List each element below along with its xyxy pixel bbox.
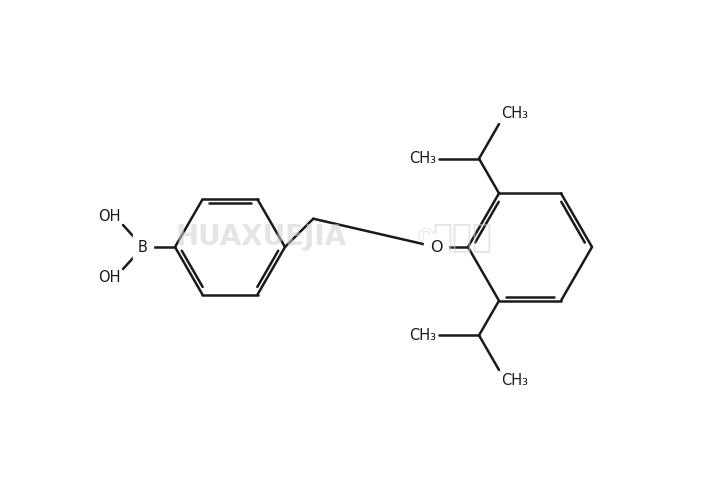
Text: OH: OH — [99, 209, 121, 224]
Text: CH₃: CH₃ — [501, 373, 528, 388]
Text: HUAXUEJIA: HUAXUEJIA — [175, 223, 346, 251]
Text: O: O — [430, 240, 442, 254]
Text: CH₃: CH₃ — [409, 151, 436, 166]
Text: 化学加: 化学加 — [432, 220, 492, 253]
Text: CH₃: CH₃ — [409, 328, 436, 343]
Text: B: B — [138, 240, 148, 254]
Text: ®: ® — [415, 227, 437, 247]
Text: CH₃: CH₃ — [501, 106, 528, 121]
Text: OH: OH — [99, 270, 121, 285]
